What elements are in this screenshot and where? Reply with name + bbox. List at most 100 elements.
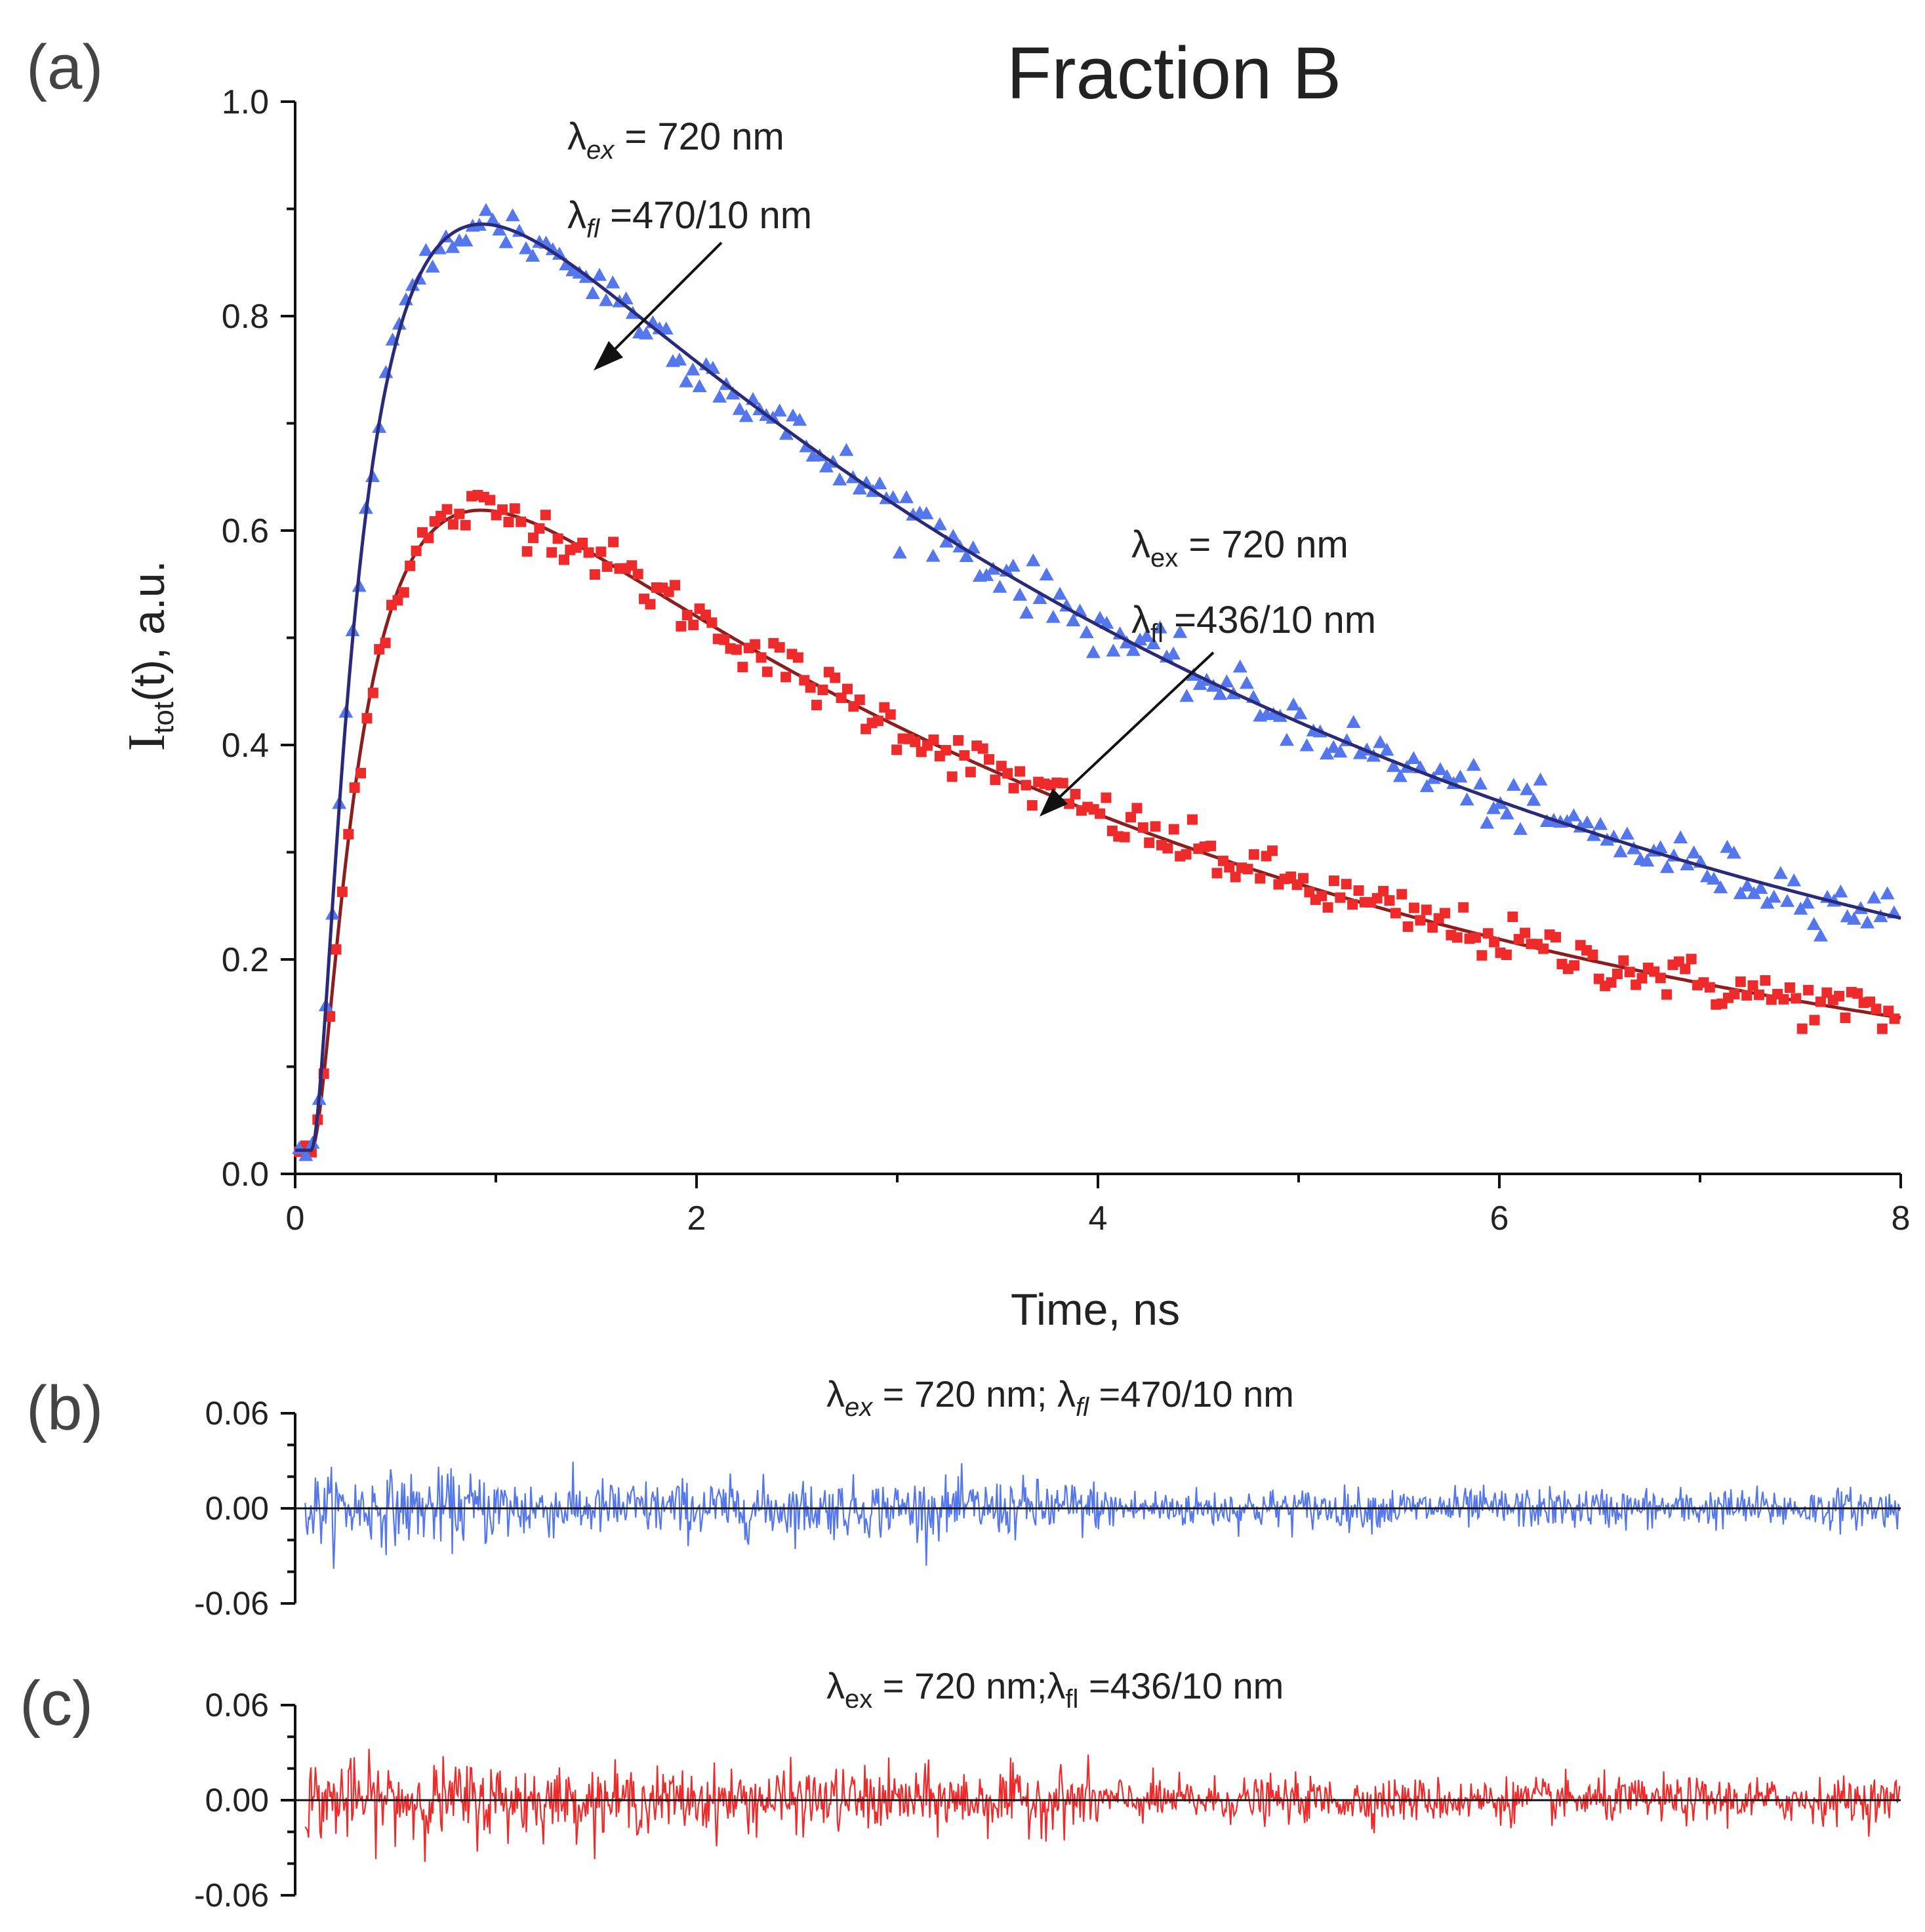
point-436nm-202 [1538, 943, 1549, 954]
point-436nm-181 [1409, 902, 1420, 914]
point-470nm-231 [1833, 884, 1848, 898]
point-470nm-20 [425, 259, 440, 273]
point-470nm-111 [1032, 591, 1047, 605]
point-470nm-191 [1566, 808, 1581, 822]
point-436nm-237 [1753, 989, 1764, 1000]
annotation-436nm-rest1: = 720 nm [1178, 523, 1348, 566]
point-436nm-233 [1729, 988, 1740, 999]
point-436nm-247 [1815, 996, 1826, 1007]
annotation-470nm-rest2: =470/10 nm [599, 194, 812, 237]
point-436nm-21 [423, 533, 434, 544]
point-436nm-100 [910, 736, 921, 748]
point-470nm-150 [1293, 706, 1308, 719]
point-470nm-15 [392, 316, 407, 330]
point-470nm-237 [1873, 909, 1888, 923]
point-470nm-112 [1039, 567, 1054, 581]
residuals-436nm-plot: λex = 720 nm;λfl =436/10 nm -0.060.000.0… [194, 1665, 1901, 1914]
point-436nm-47 [583, 547, 594, 558]
point-470nm-185 [1526, 792, 1541, 806]
point-470nm-175 [1459, 792, 1474, 806]
point-436nm-250 [1834, 990, 1845, 1001]
point-436nm-244 [1796, 1023, 1808, 1034]
point-436nm-194 [1489, 936, 1500, 948]
point-436nm-19 [411, 545, 422, 556]
y-tick-label-2: 0.4 [222, 727, 269, 765]
point-470nm-156 [1333, 744, 1348, 758]
point-436nm-144 [1181, 849, 1192, 860]
point-470nm-82 [839, 443, 854, 456]
panel-label-b: (b) [26, 1373, 103, 1443]
point-470nm-72 [772, 403, 787, 417]
annotation-470nm-line2: λfl =470/10 nm [567, 194, 812, 243]
point-436nm-221 [1655, 973, 1666, 984]
annotation-470nm-lambda1: λ [567, 115, 586, 158]
point-470nm-59 [685, 362, 700, 376]
residual-c-y-tick-label-2: 0.06 [205, 1687, 269, 1723]
point-436nm-18 [405, 560, 416, 571]
point-436nm-111 [977, 743, 988, 754]
point-436nm-158 [1267, 845, 1278, 856]
point-470nm-208 [1680, 857, 1695, 871]
point-470nm-116 [1066, 613, 1081, 627]
arrow-436nm [1048, 651, 1215, 808]
point-436nm-134 [1119, 832, 1130, 843]
point-470nm-202 [1640, 853, 1655, 867]
residual-c-lambda2: λ [1047, 1665, 1065, 1706]
point-436nm-136 [1131, 803, 1143, 814]
point-436nm-176 [1378, 885, 1389, 896]
point-470nm-28 [479, 203, 494, 216]
annotation-436nm-lambda2: λ [1131, 599, 1150, 641]
point-470nm-176 [1466, 757, 1481, 771]
x-tick-label-4: 4 [1089, 1199, 1108, 1238]
point-436nm-89 [841, 683, 853, 694]
point-470nm-74 [786, 408, 801, 422]
point-436nm-161 [1286, 871, 1297, 882]
point-470nm-164 [1386, 759, 1401, 773]
point-436nm-61 [670, 580, 681, 591]
y-axis-title-main: I [118, 734, 176, 752]
point-436nm-253 [1852, 988, 1863, 999]
point-436nm-6 [331, 944, 342, 955]
point-436nm-193 [1482, 928, 1493, 939]
point-436nm-74 [750, 639, 761, 650]
point-436nm-155 [1248, 849, 1259, 860]
point-436nm-107 [953, 735, 964, 746]
point-436nm-108 [959, 750, 970, 761]
point-436nm-179 [1396, 889, 1408, 900]
point-436nm-226 [1686, 954, 1697, 965]
point-436nm-72 [737, 662, 748, 673]
point-470nm-75 [792, 413, 807, 426]
point-436nm-183 [1421, 904, 1432, 916]
point-436nm-57 [645, 599, 656, 610]
point-470nm-224 [1787, 873, 1802, 887]
point-470nm-23 [445, 239, 460, 253]
point-436nm-94 [872, 715, 883, 727]
point-436nm-137 [1137, 822, 1148, 833]
point-436nm-154 [1242, 864, 1253, 875]
point-470nm-142 [1239, 675, 1254, 689]
point-470nm-155 [1326, 740, 1341, 754]
point-436nm-238 [1760, 975, 1771, 986]
point-470nm-177 [1473, 776, 1488, 790]
point-470nm-66 [732, 402, 747, 415]
point-436nm-204 [1550, 932, 1562, 943]
point-436nm-31 [485, 494, 496, 506]
point-436nm-17 [398, 587, 409, 598]
annotation-436nm-sub1: ex [1150, 544, 1178, 573]
point-470nm-151 [1299, 738, 1314, 752]
y-tick-label-1: 0.2 [222, 941, 269, 979]
point-470nm-217 [1739, 878, 1754, 892]
point-470nm-138 [1213, 687, 1228, 700]
point-436nm-69 [719, 634, 730, 645]
point-436nm-130 [1095, 808, 1106, 819]
point-470nm-127 [1139, 628, 1154, 642]
point-436nm-215 [1618, 955, 1629, 966]
point-470nm-131 [1165, 646, 1181, 660]
point-470nm-118 [1079, 625, 1094, 639]
point-436nm-166 [1316, 891, 1327, 902]
point-470nm-221 [1766, 889, 1781, 903]
point-436nm-109 [965, 767, 976, 778]
point-436nm-225 [1680, 963, 1691, 975]
point-436nm-5 [325, 1011, 336, 1022]
